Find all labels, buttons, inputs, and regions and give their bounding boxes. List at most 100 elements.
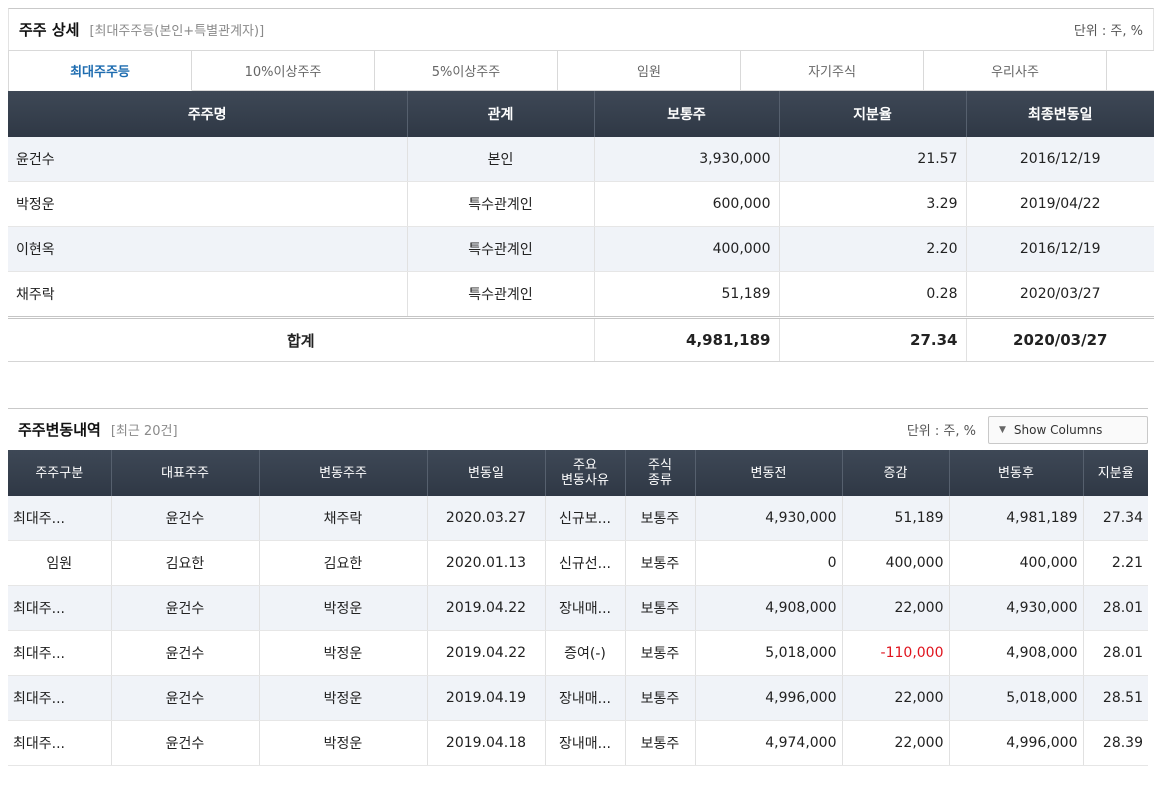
shares-before: 4,908,000 xyxy=(695,585,843,631)
rep-holder: 윤건수 xyxy=(111,675,260,721)
column-header[interactable]: 변동일 xyxy=(427,450,546,496)
shares-change: 22,000 xyxy=(842,720,950,766)
column-header[interactable]: 대표주주 xyxy=(111,450,260,496)
holder-shares: 51,189 xyxy=(594,271,780,318)
holder-relation: 특수관계인 xyxy=(407,271,595,318)
changed-holder: 박정운 xyxy=(259,585,428,631)
rep-holder: 윤건수 xyxy=(111,630,260,676)
holder-date: 2016/12/19 xyxy=(966,226,1154,272)
holder-relation: 특수관계인 xyxy=(407,181,595,227)
show-columns-button[interactable]: ▼ Show Columns xyxy=(988,415,1148,444)
tab-5pct-shareholders[interactable]: 5%이상주주 xyxy=(375,51,558,91)
share-ratio: 28.01 xyxy=(1083,585,1148,631)
holder-relation: 본인 xyxy=(407,137,595,182)
holder-name: 박정운 xyxy=(8,181,408,227)
caret-down-icon: ▼ xyxy=(999,424,1006,435)
holder-shares: 600,000 xyxy=(594,181,780,227)
change-date: 2019.04.19 xyxy=(427,675,546,721)
total-ratio: 27.34 xyxy=(779,316,967,362)
column-header[interactable]: 주식 종류 xyxy=(625,450,696,496)
shareholder-tabs: 최대주주등 10%이상주주 5%이상주주 임원 자기주식 우리사주 xyxy=(8,50,1154,91)
column-header[interactable]: 지분율 xyxy=(1083,450,1148,496)
table-row: 최대주... 윤건수 박정운 2019.04.22 장내매... 보통주 4,9… xyxy=(8,585,1148,631)
rep-holder: 윤건수 xyxy=(111,720,260,766)
table-row: 최대주... 윤건수 채주락 2020.03.27 신규보... 보통주 4,9… xyxy=(8,496,1148,541)
holder-shares: 3,930,000 xyxy=(594,137,780,182)
column-header[interactable]: 주주구분 xyxy=(8,450,112,496)
share-ratio: 27.34 xyxy=(1083,496,1148,541)
shareholder-detail-title: 주주 상세 xyxy=(19,21,80,39)
tab-treasury-stock[interactable]: 자기주식 xyxy=(741,51,924,91)
column-header[interactable]: 변동전 xyxy=(695,450,843,496)
shares-change: 22,000 xyxy=(842,585,950,631)
shares-before: 4,930,000 xyxy=(695,496,843,541)
holder-type: 최대주... xyxy=(8,720,112,766)
stock-kind: 보통주 xyxy=(625,585,696,631)
column-header[interactable]: 변동후 xyxy=(949,450,1084,496)
share-ratio: 28.39 xyxy=(1083,720,1148,766)
total-label: 합계 xyxy=(8,316,595,362)
shares-after: 400,000 xyxy=(949,540,1084,586)
holder-type: 최대주... xyxy=(8,630,112,676)
shareholder-detail-subtitle: [최대주주등(본인+특별관계자)] xyxy=(89,24,265,39)
table-row: 최대주... 윤건수 박정운 2019.04.19 장내매... 보통주 4,9… xyxy=(8,675,1148,721)
tab-spacer xyxy=(1107,51,1154,91)
changed-holder: 박정운 xyxy=(259,630,428,676)
shareholder-detail-header: 주주 상세 [최대주주등(본인+특별관계자)] 단위 : 주, % xyxy=(8,8,1154,50)
change-date: 2019.04.18 xyxy=(427,720,546,766)
holder-name: 윤건수 xyxy=(8,137,408,182)
holder-ratio: 2.20 xyxy=(779,226,967,272)
column-header[interactable]: 변동주주 xyxy=(259,450,428,496)
shareholder-table: 주주명 관계 보통주 지분율 최종변동일 윤건수 본인 3,930,000 21… xyxy=(8,91,1154,362)
shares-after: 4,930,000 xyxy=(949,585,1084,631)
shares-before: 4,974,000 xyxy=(695,720,843,766)
holder-type: 최대주... xyxy=(8,585,112,631)
holder-name: 이현옥 xyxy=(8,226,408,272)
table-header-row: 주주명 관계 보통주 지분율 최종변동일 xyxy=(8,91,1154,137)
table-row: 최대주... 윤건수 박정운 2019.04.22 증여(-) 보통주 5,01… xyxy=(8,630,1148,676)
holder-date: 2019/04/22 xyxy=(966,181,1154,227)
column-header: 지분율 xyxy=(779,91,967,137)
change-reason: 장내매... xyxy=(545,720,626,766)
table-row: 박정운 특수관계인 600,000 3.29 2019/04/22 xyxy=(8,181,1154,227)
holder-ratio: 21.57 xyxy=(779,137,967,182)
change-date: 2020.01.13 xyxy=(427,540,546,586)
shares-change: 51,189 xyxy=(842,496,950,541)
table-row: 임원 김요한 김요한 2020.01.13 신규선... 보통주 0 400,0… xyxy=(8,540,1148,586)
shares-change: 400,000 xyxy=(842,540,950,586)
column-header[interactable]: 증감 xyxy=(842,450,950,496)
tab-major-shareholders[interactable]: 최대주주등 xyxy=(9,51,192,91)
holder-type: 최대주... xyxy=(8,496,112,541)
tab-10pct-shareholders[interactable]: 10%이상주주 xyxy=(192,51,375,91)
share-ratio: 28.01 xyxy=(1083,630,1148,676)
unit-label: 단위 : 주, % xyxy=(906,424,976,439)
change-history-table: 주주구분 대표주주 변동주주 변동일 주요 변동사유 주식 종류 변동전 증감 … xyxy=(8,450,1148,766)
change-reason: 장내매... xyxy=(545,675,626,721)
change-date: 2019.04.22 xyxy=(427,585,546,631)
changed-holder: 박정운 xyxy=(259,675,428,721)
shares-after: 5,018,000 xyxy=(949,675,1084,721)
column-header: 관계 xyxy=(407,91,595,137)
stock-kind: 보통주 xyxy=(625,630,696,676)
holder-type: 최대주... xyxy=(8,675,112,721)
change-history-header: 주주변동내역 [최근 20건] 단위 : 주, % ▼ Show Columns xyxy=(8,408,1148,450)
holder-date: 2020/03/27 xyxy=(966,271,1154,318)
column-header: 최종변동일 xyxy=(966,91,1154,137)
column-header[interactable]: 주요 변동사유 xyxy=(545,450,626,496)
shares-after: 4,996,000 xyxy=(949,720,1084,766)
change-reason: 장내매... xyxy=(545,585,626,631)
table-header-row: 주주구분 대표주주 변동주주 변동일 주요 변동사유 주식 종류 변동전 증감 … xyxy=(8,450,1148,496)
table-row: 채주락 특수관계인 51,189 0.28 2020/03/27 xyxy=(8,271,1154,318)
shares-before: 0 xyxy=(695,540,843,586)
tab-employee-stock[interactable]: 우리사주 xyxy=(924,51,1107,91)
show-columns-label: Show Columns xyxy=(1013,422,1103,437)
holder-ratio: 3.29 xyxy=(779,181,967,227)
holder-type: 임원 xyxy=(8,540,112,586)
shares-after: 4,981,189 xyxy=(949,496,1084,541)
tab-executives[interactable]: 임원 xyxy=(558,51,741,91)
total-shares: 4,981,189 xyxy=(594,316,780,362)
unit-label: 단위 : 주, % xyxy=(1073,24,1143,39)
shareholder-detail-panel: 주주 상세 [최대주주등(본인+특별관계자)] 단위 : 주, % 최대주주등 … xyxy=(8,8,1154,362)
change-reason: 신규보... xyxy=(545,496,626,541)
change-reason: 신규선... xyxy=(545,540,626,586)
